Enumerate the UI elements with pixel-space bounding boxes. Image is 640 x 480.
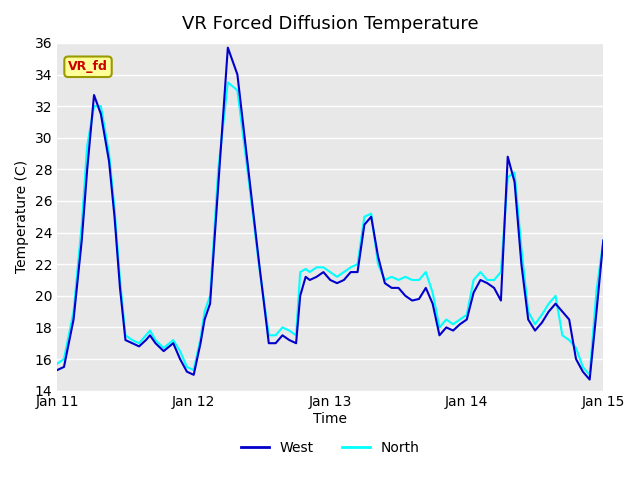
Text: VR_fd: VR_fd xyxy=(68,60,108,73)
Title: VR Forced Diffusion Temperature: VR Forced Diffusion Temperature xyxy=(182,15,479,33)
Y-axis label: Temperature (C): Temperature (C) xyxy=(15,160,29,273)
Legend: West, North: West, North xyxy=(236,435,425,460)
X-axis label: Time: Time xyxy=(313,412,348,426)
